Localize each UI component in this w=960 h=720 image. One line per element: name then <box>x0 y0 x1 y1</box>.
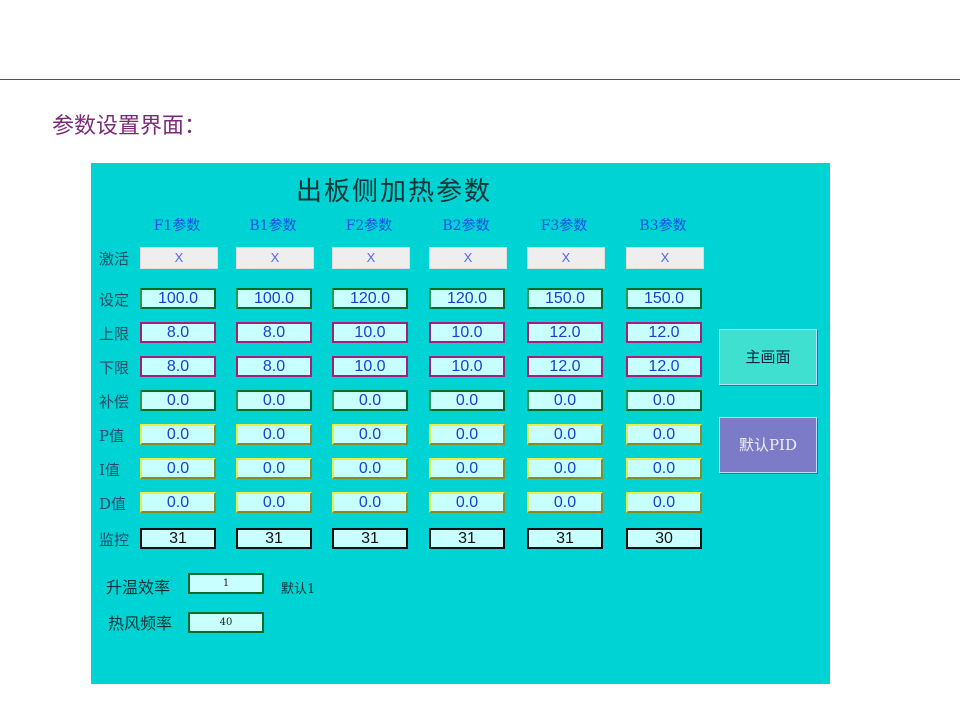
heat-rate-label: 升温效率 <box>106 578 171 597</box>
row-label: 下限 <box>99 359 130 377</box>
param-input[interactable]: 120.0 <box>332 288 408 309</box>
param-input[interactable]: 120.0 <box>429 288 505 309</box>
param-input[interactable]: 8.0 <box>236 356 312 377</box>
monitor-value: 31 <box>429 528 505 549</box>
param-input[interactable]: 12.0 <box>527 356 603 377</box>
row-label: 补偿 <box>99 393 130 411</box>
param-input[interactable]: 0.0 <box>332 390 408 411</box>
param-input[interactable]: 0.0 <box>626 424 702 445</box>
column-header: F1参数 <box>153 218 201 234</box>
activate-toggle[interactable]: X <box>140 247 218 269</box>
param-input[interactable]: 0.0 <box>140 458 216 479</box>
param-input[interactable]: 0.0 <box>527 424 603 445</box>
monitor-value: 31 <box>527 528 603 549</box>
param-input[interactable]: 0.0 <box>140 424 216 445</box>
param-input[interactable]: 150.0 <box>626 288 702 309</box>
param-input[interactable]: 10.0 <box>429 322 505 343</box>
param-input[interactable]: 0.0 <box>429 458 505 479</box>
param-input[interactable]: 0.0 <box>626 458 702 479</box>
column-header: B3参数 <box>639 218 687 234</box>
column-header: B1参数 <box>249 218 297 234</box>
param-input[interactable]: 12.0 <box>626 322 702 343</box>
param-input[interactable]: 10.0 <box>332 322 408 343</box>
activate-toggle[interactable]: X <box>527 247 605 269</box>
param-input[interactable]: 8.0 <box>140 356 216 377</box>
header-rule <box>0 79 960 80</box>
param-input[interactable]: 100.0 <box>236 288 312 309</box>
row-label: 上限 <box>99 325 130 343</box>
row-label: D值 <box>99 495 127 513</box>
row-label: 激活 <box>99 250 130 268</box>
activate-toggle[interactable]: X <box>332 247 410 269</box>
param-input[interactable]: 0.0 <box>236 424 312 445</box>
param-input[interactable]: 0.0 <box>527 492 603 513</box>
param-input[interactable]: 0.0 <box>236 390 312 411</box>
fan-freq-input[interactable]: 40 <box>188 612 264 633</box>
param-input[interactable]: 0.0 <box>236 458 312 479</box>
param-input[interactable]: 0.0 <box>332 492 408 513</box>
param-input[interactable]: 0.0 <box>429 492 505 513</box>
row-label: 监控 <box>99 531 130 549</box>
param-input[interactable]: 12.0 <box>626 356 702 377</box>
column-header: F3参数 <box>540 218 588 234</box>
param-input[interactable]: 12.0 <box>527 322 603 343</box>
param-input[interactable]: 0.0 <box>429 390 505 411</box>
slide-title: 参数设置界面： <box>52 114 207 139</box>
param-input[interactable]: 0.0 <box>332 424 408 445</box>
monitor-value: 31 <box>140 528 216 549</box>
fan-freq-label: 热风频率 <box>108 614 173 633</box>
param-input[interactable]: 150.0 <box>527 288 603 309</box>
param-input[interactable]: 8.0 <box>140 322 216 343</box>
heat-rate-note: 默认1 <box>281 582 316 597</box>
monitor-value: 31 <box>332 528 408 549</box>
default-pid-button[interactable]: 默认PID <box>719 417 817 473</box>
column-header: B2参数 <box>442 218 490 234</box>
param-input[interactable]: 0.0 <box>626 492 702 513</box>
heat-rate-input[interactable]: 1 <box>188 573 264 594</box>
monitor-value: 30 <box>626 528 702 549</box>
parameter-panel: 出板侧加热参数 主画面 默认PID 升温效率 1 默认1 热风频率 40 F1参… <box>91 163 830 684</box>
param-input[interactable]: 10.0 <box>332 356 408 377</box>
param-input[interactable]: 0.0 <box>140 492 216 513</box>
param-input[interactable]: 8.0 <box>236 322 312 343</box>
param-input[interactable]: 0.0 <box>236 492 312 513</box>
param-input[interactable]: 0.0 <box>626 390 702 411</box>
param-input[interactable]: 0.0 <box>332 458 408 479</box>
activate-toggle[interactable]: X <box>429 247 507 269</box>
column-header: F2参数 <box>345 218 393 234</box>
param-input[interactable]: 100.0 <box>140 288 216 309</box>
param-input[interactable]: 0.0 <box>527 390 603 411</box>
param-input[interactable]: 10.0 <box>429 356 505 377</box>
main-screen-button[interactable]: 主画面 <box>719 329 817 385</box>
row-label: I值 <box>99 461 120 479</box>
activate-toggle[interactable]: X <box>236 247 314 269</box>
param-input[interactable]: 0.0 <box>527 458 603 479</box>
row-label: P值 <box>99 427 125 445</box>
param-input[interactable]: 0.0 <box>429 424 505 445</box>
activate-toggle[interactable]: X <box>626 247 704 269</box>
param-input[interactable]: 0.0 <box>140 390 216 411</box>
monitor-value: 31 <box>236 528 312 549</box>
row-label: 设定 <box>99 291 130 309</box>
panel-title: 出板侧加热参数 <box>296 177 493 207</box>
